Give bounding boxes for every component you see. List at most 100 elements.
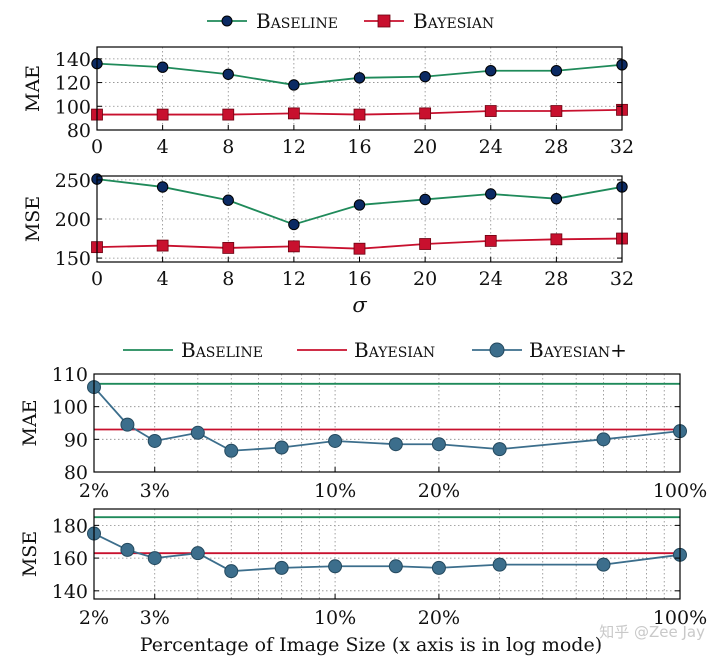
point-bayesian xyxy=(353,108,366,121)
point-baseline xyxy=(222,194,234,206)
x-tick-label: 12 xyxy=(282,268,306,290)
x-tick-label: 20% xyxy=(418,480,460,502)
y-tick-label: 80 xyxy=(67,120,91,142)
point-baseline xyxy=(156,181,169,193)
point-bayesian-plus xyxy=(147,551,162,566)
point-baseline xyxy=(550,65,563,77)
x-tick-label: 3% xyxy=(140,480,170,502)
y-tick-label: 90 xyxy=(64,429,88,451)
point-bayesian xyxy=(353,242,366,255)
legend-bayesian-label: Bayesian xyxy=(413,9,494,33)
y-tick-label: 150 xyxy=(55,248,91,270)
point-bayesian xyxy=(484,105,497,117)
point-bayesian xyxy=(550,233,563,246)
y-tick-label: 100 xyxy=(52,397,88,419)
legend-baseline-label: Baseline xyxy=(256,9,338,33)
point-bayesian xyxy=(484,234,497,247)
point-bayesian-plus xyxy=(224,443,239,458)
x-tick-label: 20 xyxy=(413,268,437,290)
y-tick-label: 100 xyxy=(55,96,91,118)
x-tick-label: 0 xyxy=(91,268,103,290)
point-baseline xyxy=(353,199,366,211)
point-bayesian-plus xyxy=(596,432,611,447)
x-tick-label: 28 xyxy=(544,268,568,290)
point-baseline xyxy=(288,218,300,231)
point-bayesian-plus xyxy=(190,546,205,561)
point-baseline xyxy=(419,70,431,83)
point-baseline xyxy=(550,192,563,205)
x-axis-label: σ xyxy=(352,293,367,317)
point-baseline xyxy=(156,61,169,73)
x-tick-label: 32 xyxy=(610,268,634,290)
y-tick-label: 80 xyxy=(64,462,88,484)
y-tick-label: 140 xyxy=(55,49,91,71)
x-tick-label: 24 xyxy=(479,268,503,290)
point-bayesian-plus xyxy=(274,560,289,575)
y-axis-label: MAE xyxy=(19,399,41,446)
y-tick-label: 200 xyxy=(55,209,91,231)
x-tick-label: 10% xyxy=(314,480,356,502)
x-tick-label: 100% xyxy=(653,607,707,629)
point-baseline xyxy=(222,68,234,80)
point-bayesian-plus xyxy=(492,442,507,457)
panel-sigma-mse: 150 200 250 0 4 8 12 16 20 24 28 32 MSE σ xyxy=(22,170,634,317)
x-tick-label: 8 xyxy=(222,268,234,290)
x-tick-label: 20% xyxy=(418,607,460,629)
point-bayesian-plus xyxy=(328,559,343,574)
point-bayesian-plus xyxy=(431,437,446,452)
legend-bayesian-marker xyxy=(377,14,391,28)
legend2-bayesianplus-label: Bayesian+ xyxy=(529,338,627,362)
point-bayesian-plus xyxy=(147,433,162,448)
x-tick-label: 10% xyxy=(314,607,356,629)
x-tick-label: 4 xyxy=(157,136,169,158)
x-tick-label: 0 xyxy=(91,136,103,158)
y-axis-label: MSE xyxy=(19,531,41,577)
point-bayesian-plus xyxy=(190,425,205,440)
panel-size-mse: 140 160 180 2% 3% 10% 20% 100% MSE Percentage of … xyxy=(19,508,707,656)
point-bayesian xyxy=(287,107,300,120)
point-bayesian-plus xyxy=(388,559,403,574)
y-tick-label: 250 xyxy=(55,170,91,192)
point-bayesian xyxy=(156,239,169,252)
x-tick-label: 8 xyxy=(222,136,234,158)
x-tick-label: 100% xyxy=(653,480,707,502)
y-tick-label: 120 xyxy=(55,73,91,95)
point-baseline xyxy=(419,193,431,206)
point-baseline xyxy=(485,188,497,200)
axes-frame xyxy=(93,508,681,600)
point-bayesian-plus xyxy=(274,440,289,455)
point-bayesian-plus xyxy=(328,433,343,448)
x-tick-label: 16 xyxy=(347,136,371,158)
y-tick-label: 110 xyxy=(52,364,88,386)
point-bayesian-plus xyxy=(492,557,507,572)
point-bayesian-plus xyxy=(431,560,446,575)
y-axis-label: MAE xyxy=(22,65,44,112)
x-tick-label: 4 xyxy=(157,268,169,290)
point-bayesian xyxy=(156,108,169,121)
axes-frame xyxy=(93,373,681,473)
legend2-bayesianplus-marker xyxy=(489,342,505,358)
y-tick-label: 180 xyxy=(52,515,88,537)
panel-size-mae: 80 90 100 110 2% 3% 10% 20% 100% MAE xyxy=(19,364,707,502)
x-tick-label: 3% xyxy=(140,607,170,629)
point-bayesian xyxy=(550,105,563,117)
watermark: 知乎 @Zee Jay xyxy=(599,623,705,641)
point-bayesian xyxy=(419,238,432,250)
x-tick-label: 24 xyxy=(479,136,503,158)
y-tick-label: 140 xyxy=(52,581,88,603)
point-bayesian-plus xyxy=(120,417,135,432)
point-baseline xyxy=(353,72,366,84)
y-tick-label: 160 xyxy=(52,548,88,570)
series-line-bayesian_plus xyxy=(93,386,681,452)
x-tick-label: 20 xyxy=(413,136,437,158)
point-bayesian-plus xyxy=(596,557,611,572)
legend2-bayesian-label: Bayesian xyxy=(354,338,435,362)
x-tick-label: 16 xyxy=(347,268,371,290)
x-tick-label: 28 xyxy=(544,136,568,158)
point-bayesian xyxy=(287,240,300,253)
x-tick-label: 2% xyxy=(79,480,109,502)
y-axis-label: MSE xyxy=(22,196,44,242)
legend-bottom: Baseline Bayesian Bayesian+ xyxy=(123,338,627,362)
